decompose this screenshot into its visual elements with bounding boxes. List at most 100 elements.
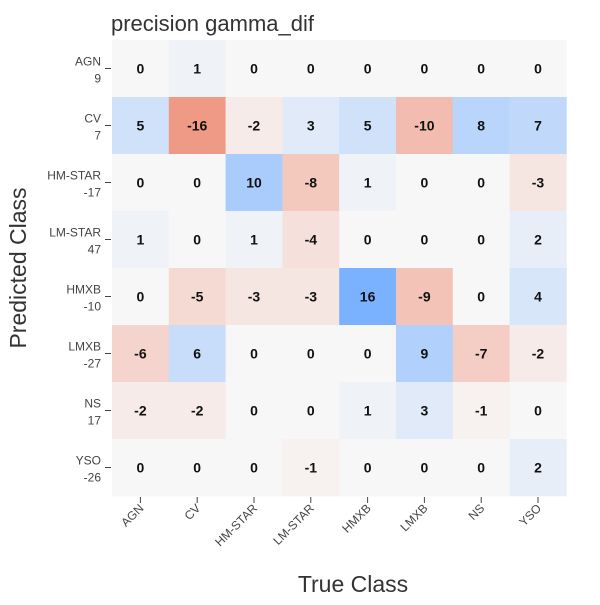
heatmap-cell [396,97,454,155]
heatmap-cell [112,97,170,155]
cell-value-label: -6 [134,346,147,362]
heatmap-cell [168,40,226,98]
heatmap-cell [339,211,397,269]
heatmap-cell [339,40,397,98]
y-tick-label: HM-STAR [47,169,101,183]
cell-value-label: -3 [532,175,545,191]
cell-value-label: -10 [414,118,434,134]
cell-value-label: -3 [248,289,261,305]
cell-value-label: 0 [193,460,201,476]
heatmap-cell [225,211,283,269]
cell-value-label: 0 [477,61,485,77]
heatmap-cell [225,439,283,497]
cell-value-label: -9 [418,289,431,305]
cell-value-label: 10 [246,175,262,191]
heatmap-cell [396,211,454,269]
cell-value-label: -1 [475,403,488,419]
cell-value-label: 0 [534,403,542,419]
y-tick-label: HMXB [66,283,101,297]
heatmap-cell [452,97,510,155]
cell-value-label: -8 [305,175,318,191]
cell-value-label: 0 [421,175,429,191]
heatmap-cell [452,382,510,440]
heatmap-cell [452,268,510,326]
y-tick-label: YSO [76,454,101,468]
cell-value-label: 0 [421,61,429,77]
cell-value-label: 16 [360,289,376,305]
heatmap-cell [112,211,170,269]
heatmap-cell [339,382,397,440]
cell-value-label: -2 [191,403,204,419]
y-tick-label: LM-STAR [49,226,101,240]
y-tick-sublabel: 17 [88,414,102,428]
heatmap-cell [112,325,170,383]
heatmap-cell [452,40,510,98]
heatmap-cell [168,211,226,269]
y-tick-label: CV [84,112,101,126]
cell-value-label: 1 [193,61,201,77]
heatmap-cell [452,325,510,383]
heatmap-cell [396,268,454,326]
heatmap-cell [168,325,226,383]
heatmap-cell [452,439,510,497]
y-tick-sublabel: -17 [84,186,102,200]
cell-value-label: 0 [250,346,258,362]
heatmap-cell [509,40,567,98]
cell-value-label: 2 [534,460,542,476]
cell-value-label: 0 [137,61,145,77]
heatmap-cell [396,382,454,440]
heatmap-cell [112,40,170,98]
y-axis-ticks: AGN 9 CV 7 HM-STAR -17 LM-STAR 47 HMXB -10 LMXB -27… [47,55,111,485]
heatmap-cell [339,325,397,383]
x-axis-label: True Class [298,571,408,597]
x-tick-label: LMXB [398,501,431,534]
cell-value-label: 3 [421,403,429,419]
heatmap-cell [339,154,397,212]
cell-value-label: 1 [364,403,372,419]
cell-value-label: 0 [250,403,258,419]
heatmap-cell [225,40,283,98]
cell-value-label: 0 [364,232,372,248]
cell-value-label: 0 [477,175,485,191]
cell-value-label: 2 [534,232,542,248]
x-tick-label: HMXB [339,501,373,535]
cell-value-label: -2 [134,403,147,419]
cell-value-label: 0 [307,61,315,77]
cell-value-label: 0 [421,232,429,248]
heatmap-cell [452,211,510,269]
cell-value-label: 0 [137,460,145,476]
heatmap-cell [168,97,226,155]
heatmap-cell [509,154,567,212]
x-tick-label: YSO [516,501,544,529]
heatmap-cell [112,439,170,497]
heatmap-cell [339,439,397,497]
cell-value-label: -16 [187,118,207,134]
cell-value-label: 0 [137,289,145,305]
cell-value-label: 0 [477,460,485,476]
cell-value-label: 5 [137,118,145,134]
cell-value-label: 0 [193,232,201,248]
cell-value-label: 7 [534,118,542,134]
heatmap-cell [282,268,340,326]
heatmap-cell [509,97,567,155]
cell-value-label: 6 [193,346,201,362]
cell-value-label: 0 [193,175,201,191]
heatmap-cell [509,268,567,326]
heatmap-cell [282,154,340,212]
x-tick-label: LM-STAR [270,501,317,548]
cell-value-label: -7 [475,346,488,362]
cell-value-label: 0 [364,346,372,362]
heatmap-cell [282,97,340,155]
heatmap-cell [168,382,226,440]
heatmap-cell [168,268,226,326]
heatmap-cells: 0 1 0 0 0 0 0 05 -16 -2 3 5 -10 8 70 0 10 -8 1 0 0 -31 0 1 -4 0 0 0… [112,40,567,497]
cell-value-label: 5 [364,118,372,134]
heatmap-cell [168,439,226,497]
cell-value-label: 0 [137,175,145,191]
y-tick-sublabel: -10 [84,300,102,314]
heatmap-cell [112,382,170,440]
heatmap-cell [509,382,567,440]
heatmap-cell [282,325,340,383]
cell-value-label: 3 [307,118,315,134]
